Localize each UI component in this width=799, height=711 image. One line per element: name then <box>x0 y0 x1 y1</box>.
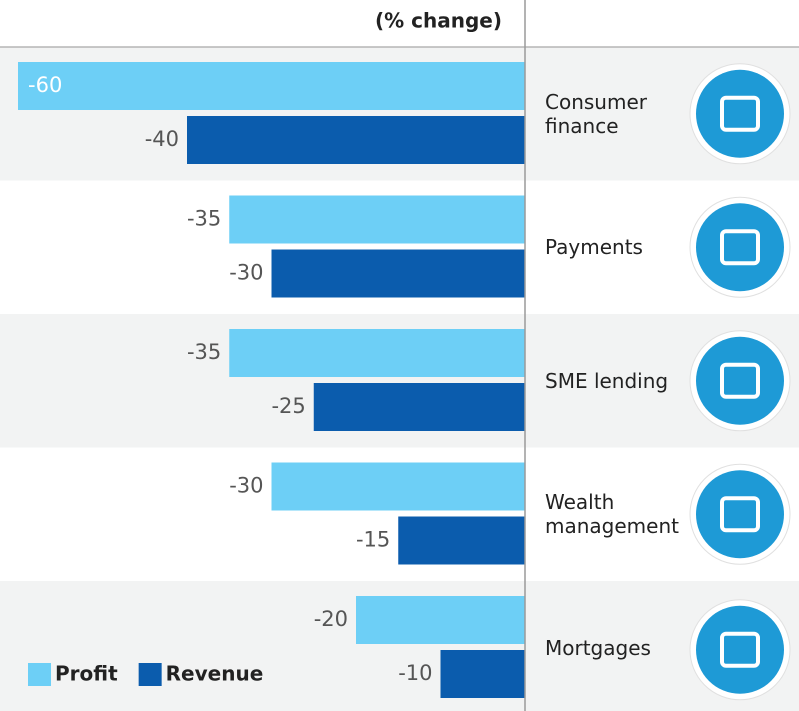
bar <box>313 383 525 431</box>
legend-swatch <box>28 663 51 686</box>
value-label: -30 <box>229 261 263 285</box>
icon <box>696 336 784 425</box>
value-label: -35 <box>187 340 221 364</box>
legend-swatch <box>138 663 162 686</box>
icon-glyph <box>720 631 760 668</box>
bar <box>398 516 525 565</box>
bar <box>271 249 525 298</box>
icon-glyph <box>720 229 760 266</box>
category-label: Payments <box>545 235 643 260</box>
icon <box>696 605 784 694</box>
icon-glyph <box>720 95 760 132</box>
value-label: -30 <box>229 474 263 498</box>
value-label: -10 <box>398 661 432 685</box>
icon-glyph <box>720 362 760 399</box>
bar <box>356 596 525 644</box>
icon <box>696 69 784 158</box>
icon-glyph <box>720 496 760 533</box>
icon <box>696 203 784 292</box>
value-label: -60 <box>28 73 62 97</box>
value-label: -20 <box>314 607 348 631</box>
legend-label: Profit <box>55 662 118 686</box>
value-label: -35 <box>187 207 221 231</box>
value-label: -40 <box>145 127 179 151</box>
icon <box>696 470 784 559</box>
axis-label: (% change) <box>375 9 502 33</box>
legend-label: Revenue <box>166 662 264 686</box>
bar <box>440 650 525 698</box>
bar <box>229 195 525 244</box>
category-label: Wealth management <box>545 490 679 539</box>
category-label: SME lending <box>545 368 669 393</box>
bar <box>187 116 525 164</box>
value-label: -15 <box>356 528 390 552</box>
value-label: -25 <box>271 394 305 418</box>
bar <box>18 62 525 110</box>
bar <box>271 462 525 511</box>
bar <box>229 329 525 377</box>
category-label: Consumer finance <box>545 89 647 138</box>
category-label: Mortgages <box>545 635 651 660</box>
